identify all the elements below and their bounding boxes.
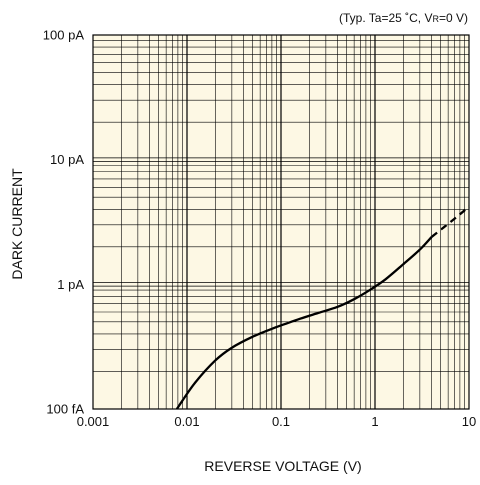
condition-suffix: =0 V) [439,11,468,25]
y-axis-title: DARK CURRENT [9,168,25,280]
x-axis-title: REVERSE VOLTAGE (V) [204,458,361,474]
y-tick-label: 100 fA [46,402,84,417]
minor-grid [93,35,469,409]
x-tick-labels: 0.001 0.01 0.1 1 10 [77,414,477,429]
series-layer [175,205,470,410]
y-tick-label: 1 pA [57,277,84,292]
x-tick-label: 0.1 [272,414,290,429]
measurement-condition: (Typ. Ta=25 ˚C, VR=0 V) [339,11,468,25]
x-tick-label: 1 [371,414,378,429]
y-tick-label: 10 pA [50,152,84,167]
major-grid [93,35,469,409]
condition-subscript: R [432,14,439,24]
plot-frame [92,34,470,410]
x-tick-label: 0.01 [174,414,199,429]
y-tick-label: 100 pA [43,28,85,43]
x-tick-label: 0.001 [77,414,110,429]
dark-current-curve [175,236,433,410]
dark-current-curve-extrapolated [430,205,470,238]
y-tick-labels: 100 fA 1 pA 10 pA 100 pA [43,28,85,417]
x-tick-label: 10 [462,414,476,429]
condition-prefix: (Typ. Ta=25 ˚C, V [339,11,433,25]
